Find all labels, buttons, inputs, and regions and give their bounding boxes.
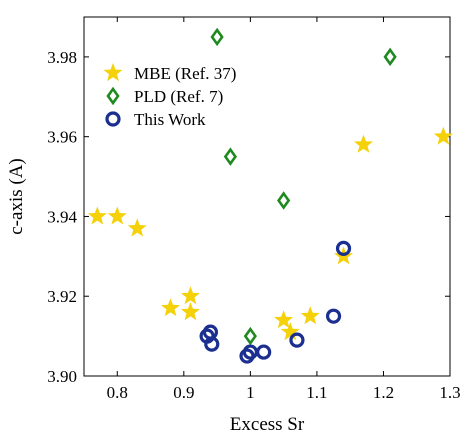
diamond-point bbox=[277, 191, 291, 210]
data-series bbox=[87, 27, 453, 364]
y-axis-title: c-axis (A) bbox=[6, 158, 27, 235]
star-point bbox=[180, 302, 200, 321]
y-tick-label: 3.94 bbox=[47, 207, 77, 226]
star-point bbox=[107, 206, 127, 225]
series-diamond bbox=[210, 27, 397, 346]
x-axis-title: Excess Sr bbox=[230, 414, 305, 435]
star-point bbox=[433, 126, 453, 145]
legend-diamond-marker bbox=[106, 86, 120, 106]
legend-label: This Work bbox=[134, 110, 206, 129]
circle-point bbox=[256, 344, 272, 360]
legend: MBE (Ref. 37) PLD (Ref. 7) This Work bbox=[103, 63, 236, 129]
star-point bbox=[300, 306, 320, 325]
legend-label: MBE (Ref. 37) bbox=[134, 64, 236, 83]
star-point bbox=[280, 322, 300, 341]
legend-entry: PLD (Ref. 7) bbox=[106, 86, 223, 106]
y-tick-label: 3.92 bbox=[47, 287, 77, 306]
legend-label: PLD (Ref. 7) bbox=[134, 87, 223, 106]
circle-point bbox=[289, 332, 305, 348]
y-tick-label: 3.98 bbox=[47, 48, 77, 67]
x-tick-label: 1.1 bbox=[306, 383, 327, 402]
star-point bbox=[180, 286, 200, 305]
legend-star-marker bbox=[103, 63, 123, 82]
legend-circle-marker bbox=[105, 111, 121, 127]
circle-point bbox=[204, 336, 220, 352]
star-point bbox=[161, 298, 181, 317]
x-tick-label: 0.9 bbox=[173, 383, 194, 402]
circle-point bbox=[335, 240, 352, 256]
axis-ticks: 0.8 0.9 1 1.1 1.2 1.3 3.90 3.92 3.94 3.96 3.98 bbox=[47, 17, 461, 402]
x-tick-label: 1.3 bbox=[439, 383, 460, 402]
y-tick-label: 3.96 bbox=[47, 128, 77, 147]
plot-frame bbox=[83, 16, 451, 377]
x-tick-label: 1 bbox=[246, 383, 255, 402]
legend-entry: MBE (Ref. 37) bbox=[103, 63, 236, 83]
diamond-point bbox=[383, 47, 397, 67]
x-tick-label: 0.8 bbox=[107, 383, 128, 402]
series-circle bbox=[199, 240, 352, 364]
y-tick-label: 3.90 bbox=[47, 367, 77, 386]
star-point bbox=[274, 310, 294, 329]
legend-entry: This Work bbox=[105, 110, 206, 129]
star-point bbox=[127, 218, 147, 237]
star-point bbox=[87, 206, 107, 225]
circle-point bbox=[325, 308, 342, 324]
diamond-point bbox=[223, 147, 237, 166]
diamond-point bbox=[210, 27, 224, 47]
diamond-point bbox=[243, 326, 257, 346]
x-tick-label: 1.2 bbox=[373, 383, 394, 402]
star-point bbox=[353, 134, 373, 153]
